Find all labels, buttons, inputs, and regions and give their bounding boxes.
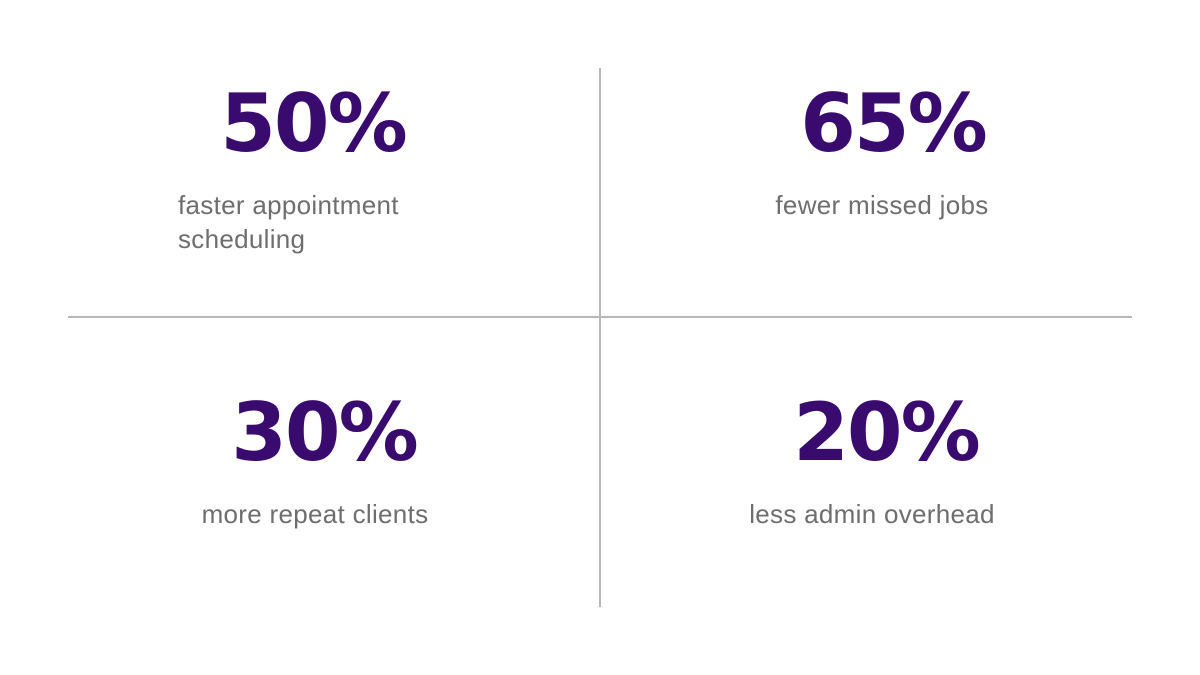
stat-value-missed-jobs: 65% — [800, 77, 987, 170]
stat-label-scheduling-line2: scheduling — [178, 224, 306, 254]
stat-value-repeat-clients: 30% — [231, 386, 418, 479]
stat-label-repeat-clients: more repeat clients — [201, 499, 429, 529]
vertical-divider — [599, 68, 601, 607]
stat-label-scheduling-line1: faster appointment — [178, 190, 399, 220]
stat-value-admin-overhead: 20% — [793, 386, 980, 479]
stat-label-admin-overhead: less admin overhead — [749, 499, 995, 529]
stat-value-scheduling: 50% — [220, 77, 407, 170]
horizontal-divider — [68, 316, 1132, 318]
stat-label-scheduling: faster appointment scheduling — [178, 188, 448, 256]
stat-label-missed-jobs: fewer missed jobs — [775, 190, 989, 220]
